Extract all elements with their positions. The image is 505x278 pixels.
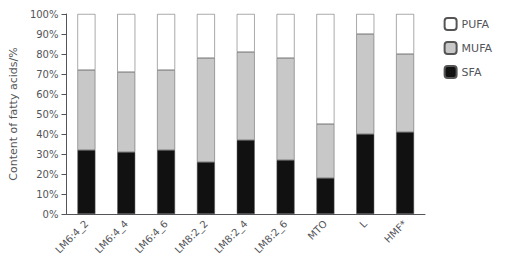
svg-text:LM8:2_4: LM8:2_4 — [212, 218, 250, 256]
svg-text:MTO: MTO — [306, 218, 330, 242]
svg-text:MUFA: MUFA — [462, 42, 493, 55]
svg-text:70%: 70% — [36, 69, 58, 80]
svg-text:HMF*: HMF* — [382, 218, 409, 245]
svg-text:60%: 60% — [36, 89, 58, 100]
svg-text:80%: 80% — [36, 49, 58, 60]
svg-text:0%: 0% — [43, 209, 59, 220]
svg-text:LM6:4_2: LM6:4_2 — [53, 218, 91, 256]
svg-text:Content of fatty acids/%: Content of fatty acids/% — [7, 47, 20, 180]
svg-text:SFA: SFA — [462, 66, 482, 79]
svg-text:LM8:2_6: LM8:2_6 — [252, 218, 290, 256]
svg-text:LM6:4_6: LM6:4_6 — [133, 218, 171, 256]
svg-text:LM6:4_4: LM6:4_4 — [93, 218, 131, 256]
svg-text:30%: 30% — [36, 149, 58, 160]
svg-text:20%: 20% — [36, 169, 58, 180]
svg-text:90%: 90% — [36, 29, 58, 40]
svg-text:50%: 50% — [36, 109, 58, 120]
svg-text:10%: 10% — [36, 189, 58, 200]
svg-text:100%: 100% — [30, 9, 59, 20]
svg-text:LM8:2_2: LM8:2_2 — [173, 218, 211, 256]
svg-text:L: L — [357, 218, 369, 230]
svg-text:40%: 40% — [36, 129, 58, 140]
svg-text:PUFA: PUFA — [462, 18, 490, 31]
